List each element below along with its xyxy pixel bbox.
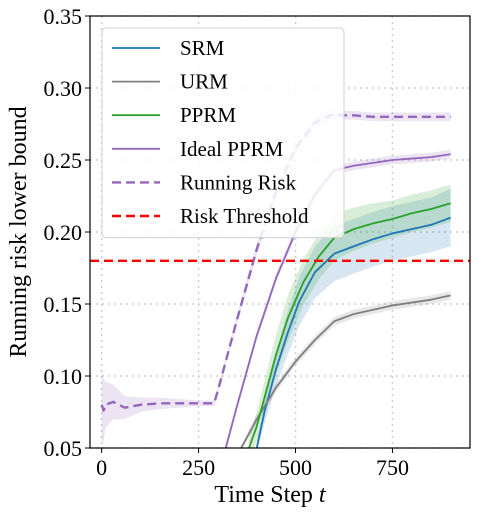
x-tick-label: 0 bbox=[96, 455, 107, 480]
band-running-risk bbox=[101, 111, 451, 443]
y-tick-label: 0.10 bbox=[44, 364, 83, 389]
legend-label: Ideal PPRM bbox=[180, 137, 284, 161]
legend: SRM URM PPRM Ideal PPRM Running Risk Risk Thr… bbox=[101, 27, 345, 239]
band-srm bbox=[256, 188, 451, 448]
y-tick-label: 0.20 bbox=[44, 220, 83, 245]
y-tick-label: 0.05 bbox=[44, 436, 83, 461]
legend-label: SRM bbox=[180, 36, 225, 60]
y-tick-label: 0.15 bbox=[44, 292, 83, 317]
y-tick-label: 0.25 bbox=[44, 148, 83, 173]
legend-label: URM bbox=[180, 70, 228, 94]
legend-label: Running Risk bbox=[180, 170, 297, 194]
legend-label: PPRM bbox=[180, 103, 236, 127]
series-line-srm bbox=[255, 216, 451, 448]
axis-ticks: 0 250 500 750 0.05 0.10 0.15 0.20 0.25 0.30 0.35 bbox=[44, 4, 409, 480]
x-tick-label: 750 bbox=[376, 455, 409, 480]
series-line-urm bbox=[240, 294, 451, 448]
y-axis-label: Running risk lower bound bbox=[6, 106, 32, 357]
legend-box bbox=[101, 27, 345, 239]
legend-label: Risk Threshold bbox=[180, 204, 309, 228]
y-tick-label: 0.30 bbox=[44, 76, 83, 101]
x-tick-label: 500 bbox=[279, 455, 312, 480]
x-tick-label: 250 bbox=[182, 455, 215, 480]
series-line-running-risk bbox=[100, 114, 451, 412]
y-tick-label: 0.35 bbox=[44, 4, 83, 29]
x-axis-label: Time Step t bbox=[214, 482, 326, 508]
